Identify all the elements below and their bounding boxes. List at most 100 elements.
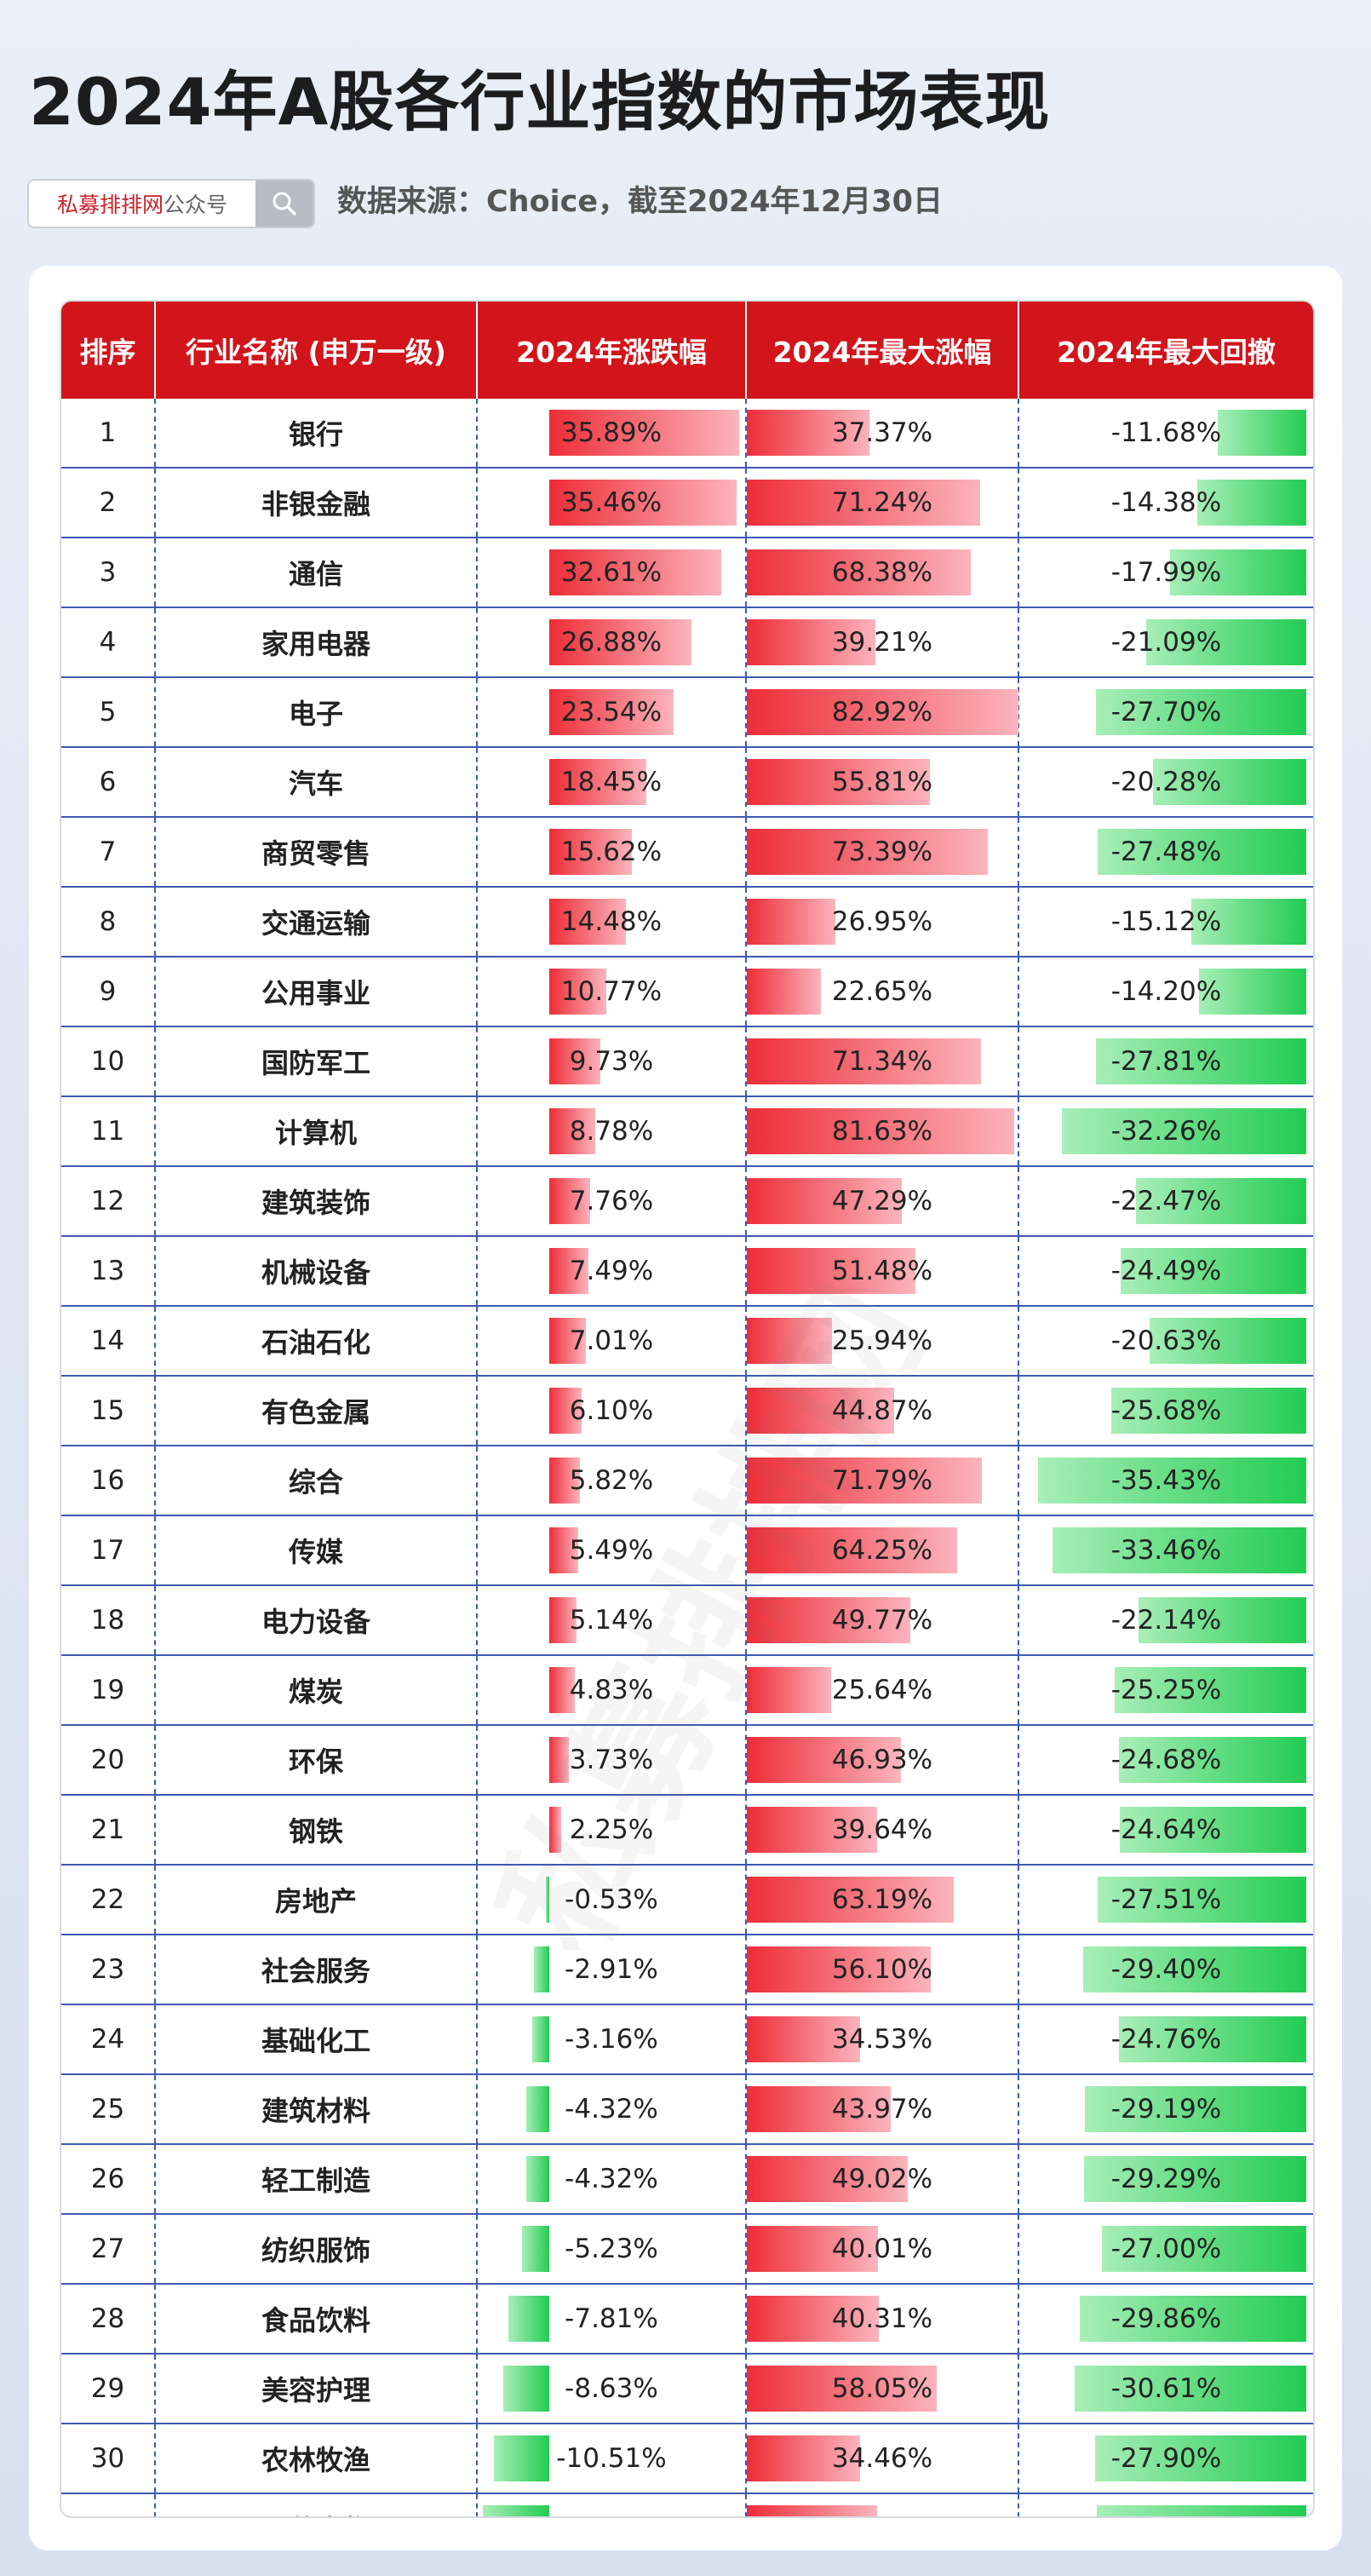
change-cell: 3.73% [477,1725,747,1796]
table-row: 28 食品饮料 -7.81% 40.31% -29.86% [61,2284,1313,2355]
max-gain-cell: 46.93% [746,1725,1019,1796]
change-value: 35.46% [560,487,663,518]
max-gain-value: 46.93% [831,1745,933,1775]
max-drawdown-cell: -27.51% [1018,1865,1313,1935]
max-gain-cell: 49.77% [746,1585,1019,1656]
max-drawdown-cell: -11.68% [1018,399,1313,469]
change-bar [482,2505,549,2516]
max-drawdown-bar [1111,1388,1306,1434]
change-bar [549,899,626,945]
change-cell: 26.88% [477,607,747,678]
rank-cell: 15 [61,1376,156,1446]
max-gain-value: 63.19% [831,1884,933,1915]
change-value: 26.88% [560,627,663,658]
industry-name-cell: 纺织服饰 [155,2214,478,2285]
rank-cell: 17 [61,1515,156,1586]
max-drawdown-cell: -27.90% [1018,2424,1313,2494]
max-drawdown-bar [1095,1038,1306,1084]
max-drawdown-bar [1138,1597,1306,1643]
industry-name-cell: 有色金属 [155,1376,478,1446]
max-drawdown-cell: -17.99% [1018,538,1313,608]
rank-cell: 28 [61,2284,156,2355]
change-value: -2.91% [565,1954,658,1985]
max-drawdown-bar [1097,2505,1306,2516]
rank-cell: 4 [61,607,156,678]
change-bar [526,2156,549,2202]
search-box[interactable]: 私募排排网 公众号 [27,179,315,228]
change-bar [549,1527,579,1573]
table-row: 16 综合 5.82% 71.79% -35.43% [61,1446,1313,1516]
max-gain-bar [747,1807,877,1853]
table-row: 12 建筑装饰 7.76% 47.29% -22.47% [61,1166,1313,1237]
table-row: 30 农林牧渔 -10.51% 34.46% -27.90% [61,2424,1313,2494]
max-gain-cell: 25.64% [746,1655,1019,1726]
table-row: 23 社会服务 -2.91% 56.10% -29.40% [61,1935,1313,2005]
max-gain-value: 73.39% [831,837,933,867]
max-gain-cell: 43.97% [746,2074,1019,2145]
max-gain-cell: 39.21% [746,607,1019,678]
rank-cell: 26 [61,2144,156,2215]
rank-cell: 16 [61,1446,156,1516]
change-value: -7.81% [565,2303,658,2334]
table-row: 26 轻工制造 -4.32% 49.02% -29.29% [61,2144,1313,2215]
change-bar [549,1807,561,1853]
max-gain-bar [747,1667,831,1713]
max-gain-bar [747,2226,879,2272]
change-cell: 14.48% [477,887,747,957]
industry-name-cell: 非银金融 [155,468,478,538]
change-cell: -8.63% [477,2354,747,2424]
max-drawdown-value: -27.63% [1111,2513,1221,2516]
change-cell: 8.78% [477,1096,747,1167]
change-cell: 35.46% [477,468,747,538]
change-bar [549,1458,581,1504]
max-gain-value: 47.29% [831,1186,933,1216]
max-drawdown-value: -33.46% [1110,1535,1222,1566]
max-drawdown-cell: -27.00% [1018,2214,1313,2285]
change-bar [549,1318,587,1364]
max-drawdown-value: -29.29% [1110,2164,1222,2194]
search-button[interactable] [255,181,313,227]
change-cell: 4.83% [477,1655,747,1726]
max-drawdown-bar [1197,480,1306,526]
max-gain-bar [747,619,875,665]
change-value: -3.16% [565,2024,658,2055]
change-bar [549,829,632,875]
max-gain-cell: 71.79% [746,1446,1019,1516]
industry-name-cell: 电力设备 [155,1585,478,1656]
max-drawdown-cell: -25.25% [1018,1655,1313,1726]
industry-name-cell: 家用电器 [155,607,478,678]
table-row: 17 传媒 5.49% 64.25% -33.46% [61,1515,1313,1586]
change-cell: -10.51% [477,2424,747,2494]
max-drawdown-cell: -29.40% [1018,1935,1313,2005]
change-value: 8.78% [569,1116,654,1147]
change-value: 7.49% [569,1256,654,1286]
industry-name-cell: 通信 [155,538,478,608]
max-gain-cell: 26.95% [746,887,1019,957]
max-drawdown-bar [1121,1248,1306,1294]
max-gain-value: 39.85% [832,2513,932,2516]
max-drawdown-value: -24.68% [1110,1745,1222,1775]
change-bar [549,1737,570,1783]
table-header-row: 排序 行业名称 (申万一级) 2024年涨跌幅 2024年最大涨幅 2024年最大回撤 [61,302,1313,399]
max-drawdown-value: -29.40% [1110,1954,1222,1985]
change-cell: -7.81% [477,2284,747,2355]
change-value: 5.82% [569,1465,654,1496]
max-gain-bar [747,480,981,526]
table-row: 29 美容护理 -8.63% 58.05% -30.61% [61,2354,1313,2424]
change-cell: -12.66% [477,2493,747,2516]
change-bar [508,2296,549,2342]
max-gain-cell: 55.81% [746,747,1019,818]
max-drawdown-value: -29.86% [1110,2303,1222,2334]
max-drawdown-value: -27.90% [1110,2443,1222,2474]
industry-name-cell: 公用事业 [155,957,478,1027]
rank-cell: 21 [61,1795,156,1866]
max-gain-value: 71.79% [831,1465,933,1496]
max-gain-cell: 34.53% [746,2004,1019,2075]
max-gain-bar [747,1178,903,1224]
change-value: 10.77% [560,976,663,1007]
max-gain-value: 55.81% [831,767,933,797]
max-gain-cell: 51.48% [746,1236,1019,1307]
max-gain-bar [747,759,930,805]
table-card: 排序 行业名称 (申万一级) 2024年涨跌幅 2024年最大涨幅 2024年最大回撤 … [29,266,1342,2550]
max-gain-value: 64.25% [831,1535,933,1566]
